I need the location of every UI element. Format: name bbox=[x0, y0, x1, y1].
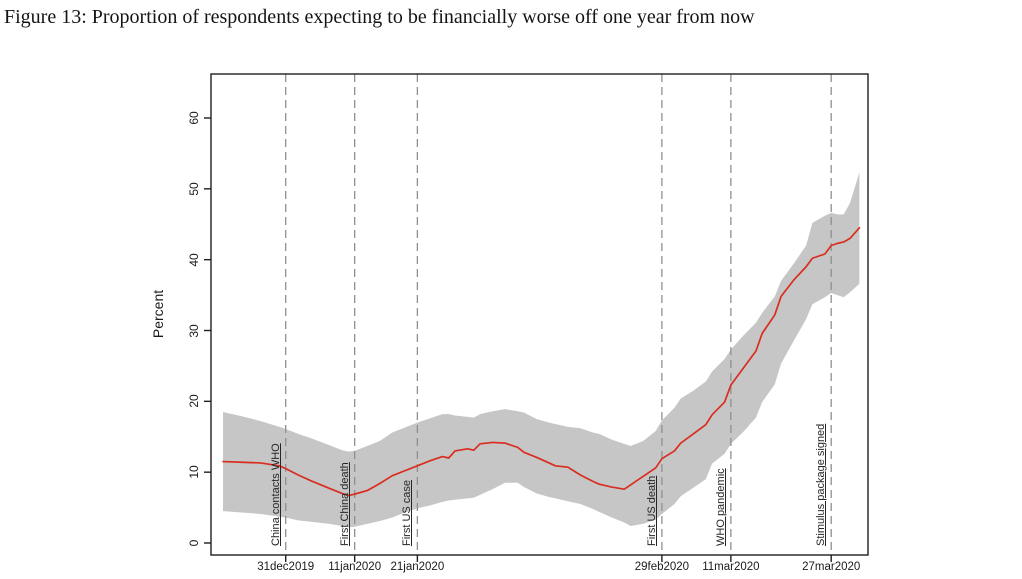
y-tick-label-4: 40 bbox=[187, 252, 201, 267]
y-tick-label-3: 30 bbox=[187, 323, 201, 338]
mean-line bbox=[222, 226, 861, 497]
x-tick-label-0: 31dec2019 bbox=[257, 561, 315, 573]
confidence-band bbox=[223, 172, 860, 528]
event-label-3: First US death bbox=[645, 475, 658, 546]
x-tick-label-3: 29feb2020 bbox=[634, 561, 690, 573]
event-label-5: Stimulus package signed bbox=[815, 423, 828, 546]
x-tick-label-2: 21jan2020 bbox=[390, 561, 445, 573]
x-tick-label-4: 11mar2020 bbox=[702, 561, 760, 573]
event-label-1: First China death bbox=[338, 462, 351, 546]
y-tick-label-5: 50 bbox=[187, 182, 201, 196]
event-label-4: WHO pandemic bbox=[714, 468, 727, 546]
event-label-0: China contacts WHO bbox=[269, 443, 282, 546]
y-tick-label-0: 0 bbox=[187, 539, 201, 547]
x-tick-label-1: 11jan2020 bbox=[328, 561, 382, 573]
y-axis-title: Percent bbox=[150, 289, 166, 339]
figure-caption: Figure 13: Proportion of respondents exp… bbox=[4, 6, 755, 28]
y-tick-label-1: 10 bbox=[187, 465, 201, 479]
y-tick-label-2: 20 bbox=[187, 394, 201, 409]
plot-border bbox=[210, 73, 869, 556]
event-label-2: First US case bbox=[401, 479, 414, 546]
y-tick-label-6: 60 bbox=[187, 111, 201, 125]
x-tick-label-5: 27mar2020 bbox=[802, 561, 861, 573]
